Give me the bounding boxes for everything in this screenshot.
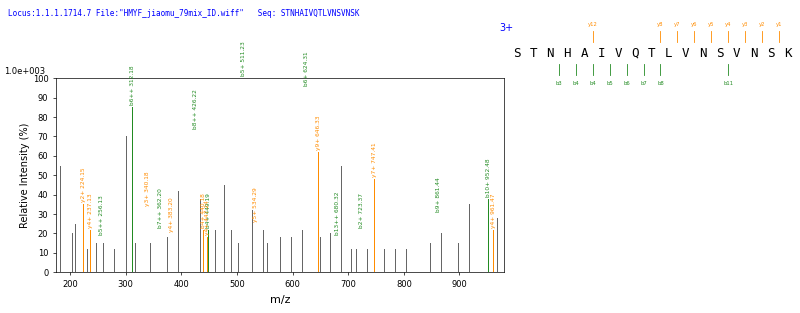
Text: b6+ 624.31: b6+ 624.31 xyxy=(303,51,309,86)
Text: b6: b6 xyxy=(623,81,630,86)
Text: N: N xyxy=(699,47,706,60)
Text: b5+ 511.23: b5+ 511.23 xyxy=(241,42,246,76)
Text: I: I xyxy=(598,47,605,60)
Text: y4: y4 xyxy=(725,22,731,27)
Text: K: K xyxy=(784,47,791,60)
Text: V: V xyxy=(682,47,690,60)
Text: L: L xyxy=(665,47,673,60)
Text: y4+ 447.24: y4+ 447.24 xyxy=(205,201,210,235)
Text: y3: y3 xyxy=(742,22,748,27)
Text: y7: y7 xyxy=(674,22,681,27)
Text: b2+ 723.37: b2+ 723.37 xyxy=(358,193,364,228)
Text: T: T xyxy=(648,47,656,60)
Text: y3+ 340.18: y3+ 340.18 xyxy=(146,172,150,206)
Text: b6++ 312.18: b6++ 312.18 xyxy=(130,66,135,105)
Text: V: V xyxy=(733,47,741,60)
Text: y7+ 747.41: y7+ 747.41 xyxy=(372,143,377,177)
Text: b11: b11 xyxy=(723,81,734,86)
Text: H: H xyxy=(563,47,571,60)
Text: y12: y12 xyxy=(588,22,598,27)
Text: Q: Q xyxy=(631,47,639,60)
Text: A: A xyxy=(581,47,588,60)
Text: y2: y2 xyxy=(759,22,766,27)
Text: y4+ 383.20: y4+ 383.20 xyxy=(170,197,174,232)
Text: b13++ 680.32: b13++ 680.32 xyxy=(334,192,340,235)
Text: N: N xyxy=(546,47,554,60)
Y-axis label: Relative Intensity (%): Relative Intensity (%) xyxy=(20,123,30,228)
Text: V: V xyxy=(614,47,622,60)
Text: Locus:1.1.1.1714.7 File:"HMYF_jiaomu_79mix_ID.wiff"   Seq: STNHAIVQTLVNSVNSK: Locus:1.1.1.1714.7 File:"HMYF_jiaomu_79m… xyxy=(8,9,359,18)
Text: b5: b5 xyxy=(606,81,613,86)
Text: 3+: 3+ xyxy=(499,23,514,33)
Text: b3: b3 xyxy=(555,81,562,86)
Text: b9+ 861.44: b9+ 861.44 xyxy=(435,177,441,212)
Text: b4: b4 xyxy=(590,81,596,86)
Text: T: T xyxy=(530,47,537,60)
Text: S: S xyxy=(767,47,774,60)
Text: b10+ 952.48: b10+ 952.48 xyxy=(486,158,491,197)
Text: y2+ 224.15: y2+ 224.15 xyxy=(81,168,86,203)
Text: N: N xyxy=(750,47,758,60)
Text: y6: y6 xyxy=(691,22,698,27)
Text: b7++ 362.20: b7++ 362.20 xyxy=(158,188,162,228)
Text: y5+ 534.29: y5+ 534.29 xyxy=(254,187,258,222)
Text: b5++ 256.13: b5++ 256.13 xyxy=(98,196,104,235)
Text: b8++ 426.22: b8++ 426.22 xyxy=(194,89,198,129)
Text: y4+ 961.47: y4+ 961.47 xyxy=(491,193,496,228)
Text: S: S xyxy=(716,47,723,60)
Text: b7: b7 xyxy=(640,81,647,86)
X-axis label: m/z: m/z xyxy=(270,295,290,305)
Text: y8: y8 xyxy=(658,22,664,27)
Text: b4+ 449.19: b4+ 449.19 xyxy=(206,193,211,228)
Text: y1: y1 xyxy=(776,22,782,27)
Text: y9+ 646.33: y9+ 646.33 xyxy=(316,115,321,150)
Text: b8: b8 xyxy=(657,81,664,86)
Text: 1.0e+003: 1.0e+003 xyxy=(5,67,46,76)
Text: S: S xyxy=(513,47,520,60)
Text: b4: b4 xyxy=(572,81,579,86)
Text: y5: y5 xyxy=(708,22,714,27)
Text: y4+ 237.13: y4+ 237.13 xyxy=(88,193,93,228)
Text: b4+ 440.18: b4+ 440.18 xyxy=(201,193,206,228)
